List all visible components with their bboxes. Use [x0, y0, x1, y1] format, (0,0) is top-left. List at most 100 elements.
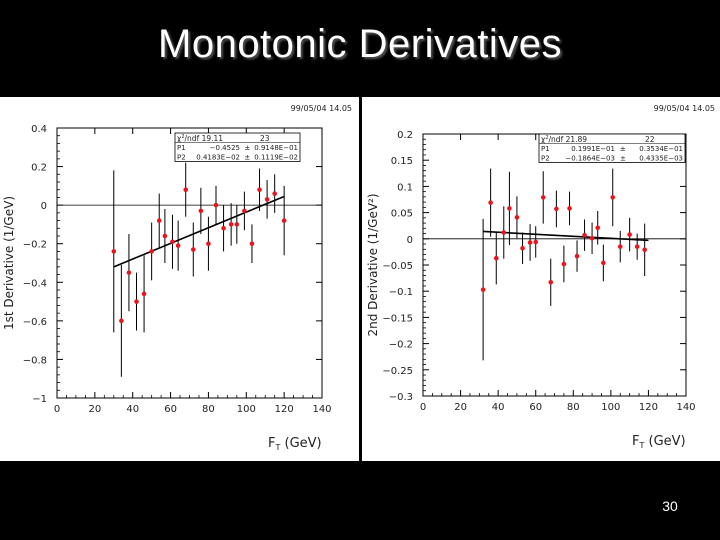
y-tick-label: 0.1: [397, 182, 413, 193]
stats-param-value: 0.1991E−01: [571, 145, 615, 153]
x-tick-label: 20: [88, 404, 101, 415]
data-point: [520, 245, 525, 251]
timestamp: 99/05/04 14.05: [291, 104, 352, 113]
data-point: [601, 260, 606, 266]
y-tick-label: 0: [41, 201, 47, 212]
y-tick-label: 0.2: [397, 130, 413, 141]
stats-param-error: 0.4335E−03: [639, 155, 683, 163]
data-point: [272, 191, 277, 196]
x-tick-label: 80: [202, 404, 215, 415]
data-point: [111, 249, 117, 254]
data-point: [281, 218, 287, 223]
x-tick-label: 40: [492, 402, 505, 413]
x-axis-label: FT (GeV): [268, 436, 322, 452]
stats-box: [538, 133, 686, 163]
data-point: [548, 279, 554, 285]
data-point: [540, 195, 546, 200]
stats-param-name: P2: [177, 154, 186, 162]
data-point: [595, 225, 601, 231]
y-tick-label: −0.1: [389, 287, 413, 298]
stats-param-value: −0.4525: [210, 144, 240, 152]
data-point: [582, 232, 587, 238]
page-number: 30: [662, 498, 678, 514]
data-point: [507, 206, 512, 211]
x-tick-label: 120: [639, 402, 658, 413]
x-tick-label: 140: [676, 402, 695, 413]
stats-param-name: P1: [541, 145, 550, 153]
y-tick-label: −0.2: [389, 340, 413, 351]
x-tick-label: 0: [420, 402, 426, 413]
data-point: [190, 247, 196, 252]
y-tick-label: 0.2: [31, 163, 47, 174]
data-point: [206, 241, 211, 247]
data-point: [141, 291, 147, 297]
chart-panel-second-derivative: 99/05/04 14.05 0 20 40 60 80 100 120 140 −0.3 −0.2…: [362, 97, 720, 461]
data-point: [156, 218, 162, 223]
x-tick-label: 60: [529, 402, 542, 413]
data-point: [554, 206, 559, 212]
y-tick-label: −1: [32, 394, 47, 405]
stats-param-error: 0.9148E−01: [254, 144, 298, 152]
data-point: [126, 270, 132, 275]
y-tick-label: 0.15: [391, 156, 413, 167]
slide-title: Monotonic Derivatives: [158, 22, 562, 66]
stats-param-pm: ±: [620, 145, 626, 153]
stats-param-value: −0.1864E−03: [565, 155, 615, 163]
data-point: [257, 187, 262, 193]
data-point: [162, 233, 168, 239]
data-point: [480, 287, 486, 292]
y-tick-label: −0.05: [382, 261, 413, 272]
x-tick-label: 20: [454, 402, 467, 413]
second-derivative-chart: 99/05/04 14.05 0 20 40 60 80 100 120 140 −0.3 −0.2…: [366, 104, 715, 450]
data-point: [610, 195, 616, 200]
stats-param-pm: ±: [244, 144, 250, 152]
x-tick-label: 140: [312, 404, 331, 415]
y-tick-label: 0: [407, 235, 413, 246]
y-tick-label: −0.15: [382, 313, 413, 324]
data-point: [527, 240, 533, 245]
data-point: [213, 202, 219, 208]
data-point: [493, 255, 499, 261]
first-derivative-chart: 99/05/04 14.05 0 20 40 60 80 100 120 140 −1 −0.8 −0…: [2, 104, 352, 452]
data-point: [119, 318, 124, 324]
data-point: [501, 230, 507, 235]
x-tick-label: 0: [54, 404, 60, 415]
y-tick-label: −0.6: [23, 317, 47, 328]
data-point: [574, 253, 580, 259]
data-point: [617, 244, 623, 249]
stats-chi2-label: χ2/ndf 21.89: [541, 135, 587, 144]
x-tick-label: 40: [126, 404, 139, 415]
plot-frame: [422, 133, 687, 397]
data-point: [134, 299, 139, 304]
chart-panel-first-derivative: 99/05/04 14.05 0 20 40 60 80 100 120 140 −1 −0.8 −0…: [0, 97, 359, 461]
x-tick-label: 100: [601, 402, 620, 413]
data-point: [533, 239, 539, 245]
y-tick-label: −0.3: [389, 392, 413, 403]
fit-line: [483, 230, 649, 242]
data-point: [567, 206, 572, 211]
data-point: [264, 197, 270, 202]
y-tick-label: 0.05: [391, 209, 413, 220]
data-point: [514, 215, 520, 220]
y-axis-label: 2nd Derivative (1/GeV²): [366, 193, 380, 336]
y-tick-label: −0.4: [23, 278, 47, 289]
x-tick-label: 100: [237, 404, 256, 415]
stats-param-value: 0.4183E−02: [196, 154, 240, 162]
data-point: [170, 239, 175, 245]
stats-param-error: 0.3534E−01: [639, 145, 683, 153]
stats-param-error: 0.1119E−02: [254, 154, 298, 162]
stats-param-name: P1: [177, 144, 186, 152]
x-tick-label: 60: [164, 404, 177, 415]
stats-param-pm: ±: [244, 154, 250, 162]
timestamp: 99/05/04 14.05: [654, 104, 715, 113]
stats-param-name: P2: [541, 155, 550, 163]
data-point: [642, 247, 647, 253]
data-point: [228, 222, 234, 227]
x-axis-label: FT (GeV): [632, 434, 686, 450]
data-point: [561, 261, 567, 267]
plot-frame: [56, 127, 323, 399]
fit-line: [113, 195, 285, 268]
data-point: [183, 187, 189, 193]
stats-param-pm: ±: [620, 155, 626, 163]
y-axis-label: 1st Derivative (1/GeV): [2, 196, 16, 330]
